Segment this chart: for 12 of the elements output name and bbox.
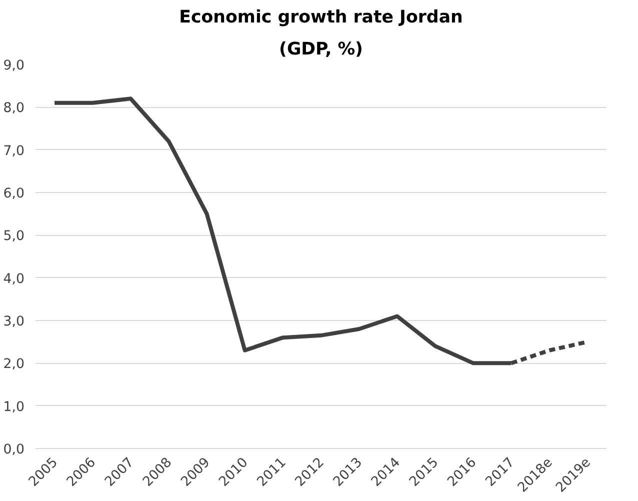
chart-title: Economic growth rate Jordan (179, 8, 463, 28)
y-tick-label: 4,0 (3, 272, 25, 287)
y-tick-label: 3,0 (3, 314, 25, 330)
y-tick-label: 0,0 (3, 442, 25, 458)
y-tick-label: 2,0 (3, 357, 25, 372)
y-tick-label: 6,0 (3, 186, 25, 202)
y-tick-label: 9,0 (3, 58, 25, 74)
y-tick-label: 5,0 (3, 229, 25, 244)
y-tick-label: 8,0 (3, 101, 25, 116)
chart-subtitle: (GDP, %) (279, 40, 363, 60)
y-tick-label: 7,0 (3, 144, 25, 159)
y-tick-label: 1,0 (3, 400, 25, 415)
